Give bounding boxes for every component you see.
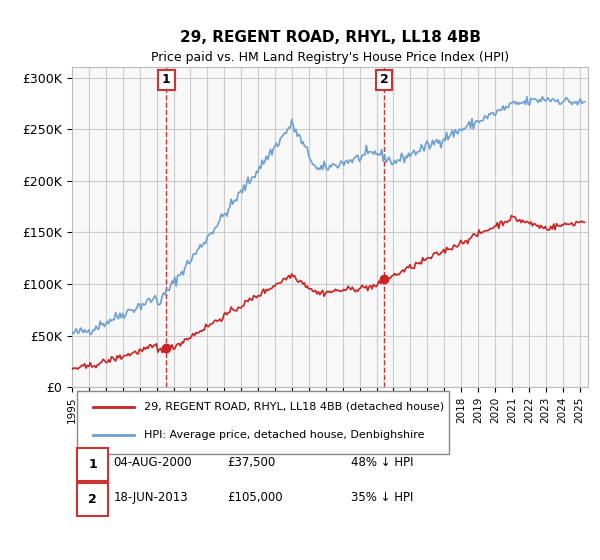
FancyBboxPatch shape xyxy=(77,391,449,454)
Text: 04-AUG-2000: 04-AUG-2000 xyxy=(113,456,192,469)
Text: 2: 2 xyxy=(380,73,389,86)
FancyBboxPatch shape xyxy=(77,447,108,481)
Text: 1: 1 xyxy=(162,73,171,86)
Text: 35% ↓ HPI: 35% ↓ HPI xyxy=(350,491,413,504)
Text: 18-JUN-2013: 18-JUN-2013 xyxy=(113,491,188,504)
Text: £105,000: £105,000 xyxy=(227,491,283,504)
FancyBboxPatch shape xyxy=(77,483,108,516)
Text: HPI: Average price, detached house, Denbighshire: HPI: Average price, detached house, Denb… xyxy=(144,430,425,440)
Text: 48% ↓ HPI: 48% ↓ HPI xyxy=(350,456,413,469)
Text: Price paid vs. HM Land Registry's House Price Index (HPI): Price paid vs. HM Land Registry's House … xyxy=(151,51,509,64)
Text: 29, REGENT ROAD, RHYL, LL18 4BB: 29, REGENT ROAD, RHYL, LL18 4BB xyxy=(179,30,481,45)
Text: 1: 1 xyxy=(88,458,97,471)
Text: 2: 2 xyxy=(88,493,97,506)
Text: 29, REGENT ROAD, RHYL, LL18 4BB (detached house): 29, REGENT ROAD, RHYL, LL18 4BB (detache… xyxy=(144,402,445,412)
Text: £37,500: £37,500 xyxy=(227,456,275,469)
